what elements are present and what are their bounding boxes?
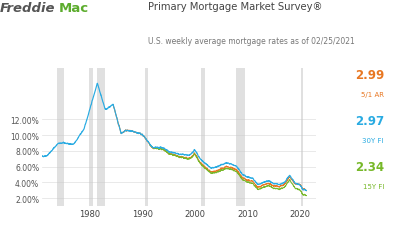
Bar	[90, 69, 92, 206]
Bar	[57, 69, 64, 206]
Bar	[201, 69, 205, 206]
Text: U.S. weekly average mortgage rates as of 02/25/2021: U.S. weekly average mortgage rates as of…	[148, 37, 355, 46]
Text: 15Y FI: 15Y FI	[363, 183, 384, 189]
Text: 2.34: 2.34	[355, 160, 384, 173]
Text: Primary Mortgage Market Survey®: Primary Mortgage Market Survey®	[148, 2, 322, 12]
Text: 30Y FI: 30Y FI	[362, 137, 384, 143]
Bar	[145, 69, 148, 206]
Bar	[301, 69, 303, 206]
Text: 2.99: 2.99	[355, 69, 384, 82]
Text: Mac: Mac	[59, 2, 89, 15]
Text: 2.97: 2.97	[355, 114, 384, 128]
Bar	[97, 69, 105, 206]
Bar	[236, 69, 245, 206]
Text: 5/1 AR: 5/1 AR	[361, 92, 384, 98]
Text: Freddie: Freddie	[0, 2, 56, 15]
